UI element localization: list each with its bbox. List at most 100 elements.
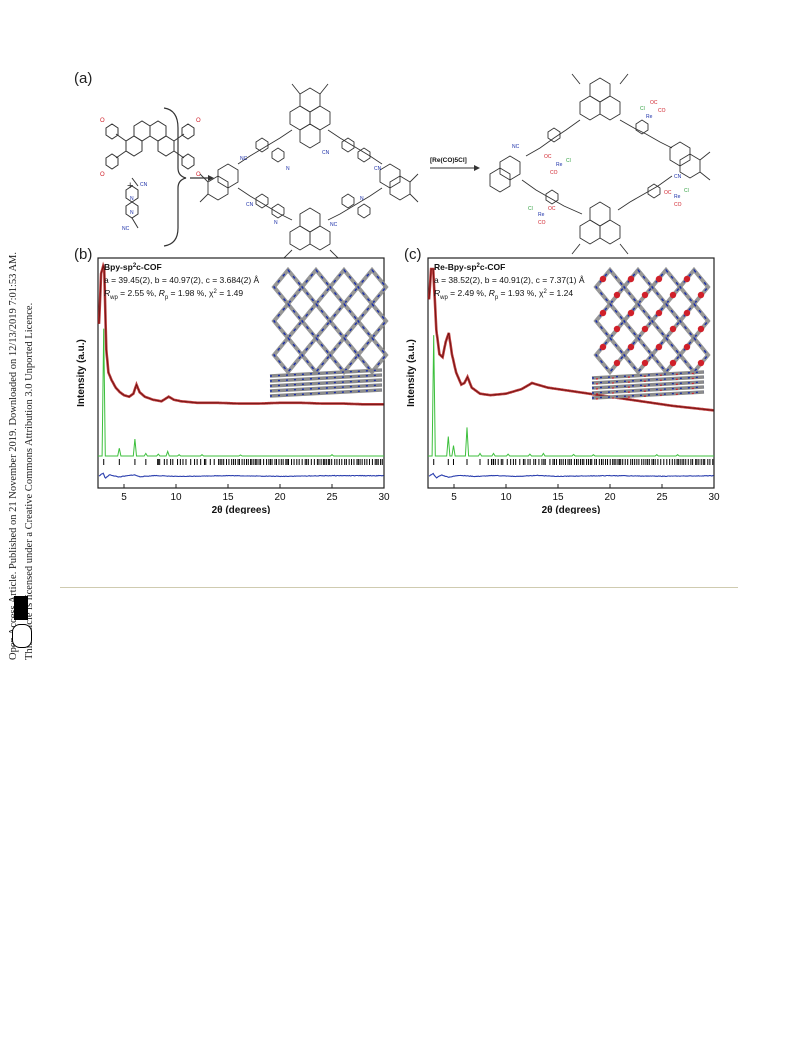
stacked-layer-nitrogen <box>269 389 383 397</box>
svg-text:NC: NC <box>240 156 248 162</box>
bipyridine-linker <box>125 177 139 229</box>
re-complex <box>683 343 691 351</box>
plus-sign: + <box>127 180 133 192</box>
nitrogen-sites <box>595 302 625 340</box>
svg-text:O: O <box>100 172 105 178</box>
x-tick-label: 20 <box>604 492 616 503</box>
re-complex <box>627 309 635 317</box>
svg-text:CN: CN <box>246 202 254 208</box>
refined-fit-line <box>98 264 384 405</box>
difference-curve <box>428 472 714 479</box>
svg-text:NC: NC <box>330 222 338 228</box>
pore-wall <box>593 300 627 342</box>
svg-text:OC: OC <box>664 190 672 196</box>
crystal-structure-illustration <box>593 266 711 376</box>
svg-text:CO: CO <box>550 170 558 176</box>
re-complex <box>669 325 677 333</box>
cc-by-badge[interactable] <box>8 596 36 648</box>
re-complex <box>655 309 663 317</box>
re-complex <box>683 309 691 317</box>
pore-wall <box>327 300 361 342</box>
nitrogen-sites <box>595 268 625 306</box>
pore-wall <box>677 334 711 376</box>
svg-text:OC: OC <box>650 100 658 106</box>
x-tick-label: 5 <box>121 492 127 503</box>
nitrogen-sites <box>651 268 681 306</box>
nitrogen-sites <box>623 302 653 340</box>
by-block <box>14 596 28 620</box>
re-bpy-cof-framework <box>489 73 711 255</box>
nitrogen-sites <box>357 302 387 340</box>
svg-text:CO: CO <box>658 108 666 114</box>
nitrogen-sites <box>301 268 331 306</box>
bpy-cof-framework <box>199 83 419 258</box>
svg-text:O: O <box>196 118 201 124</box>
stacked-layer-nitrogen <box>269 374 383 382</box>
svg-text:Re: Re <box>646 114 653 120</box>
pore-wall <box>621 266 655 308</box>
pore-wall <box>649 334 683 376</box>
svg-text:Re: Re <box>674 194 681 200</box>
panel-a-label: (a) <box>74 70 93 87</box>
x-tick-label: 15 <box>222 492 234 503</box>
stacked-layer-nitrogen <box>591 386 705 394</box>
nitrogen-sites <box>595 336 625 374</box>
stacked-layer-re <box>595 372 701 380</box>
x-tick-label: 30 <box>708 492 720 503</box>
pore-wall <box>299 300 333 342</box>
re-complex <box>641 359 649 367</box>
layer-stacking-view <box>591 370 705 400</box>
refined-fit-line <box>428 268 714 411</box>
nitrogen-sites <box>679 268 709 306</box>
pore-wall <box>355 300 389 342</box>
y-axis-label: Intensity (a.u.) <box>406 339 417 407</box>
x-axis-label: 2θ (degrees) <box>212 505 271 514</box>
nitrogen-sites <box>651 336 681 374</box>
nitrogen-sites <box>329 336 359 374</box>
simulated-pattern <box>428 335 714 457</box>
stacked-layer-re <box>595 382 701 390</box>
re-complex <box>627 275 635 283</box>
cof-title: Bpy-sp2c-COF <box>104 262 162 272</box>
svg-text:Cl: Cl <box>640 106 645 112</box>
re-complex <box>599 275 607 283</box>
cof-title: Re-Bpy-sp2c-COF <box>434 262 505 272</box>
cell-parameters: a = 38.52(2), b = 40.91(2), c = 7.37(1) … <box>434 275 585 285</box>
pore-wall <box>271 266 305 308</box>
plot-frame <box>97 257 385 489</box>
svg-text:O: O <box>100 118 105 124</box>
x-tick-label: 25 <box>326 492 338 503</box>
stacked-layer-nitrogen <box>269 379 383 387</box>
refinement-stats: Rwp = 2.49 %, Rp = 1.93 %, χ2 = 1.24 <box>434 288 573 301</box>
re-complex <box>599 309 607 317</box>
svg-text:O: O <box>196 172 201 178</box>
reagent-label: [Re(CO)5Cl] <box>430 157 467 164</box>
re-complex <box>613 291 621 299</box>
svg-text:N: N <box>130 196 134 202</box>
stacked-layer-nitrogen <box>591 381 705 389</box>
bragg-reflection-ticks <box>103 459 383 465</box>
re-complex <box>669 291 677 299</box>
nitrogen-sites <box>623 336 653 374</box>
nitrogen-sites <box>329 302 359 340</box>
pore-wall <box>649 300 683 342</box>
svg-text:CN: CN <box>140 182 148 188</box>
cc-icon <box>12 624 32 648</box>
plot-frame <box>427 257 715 489</box>
re-complex <box>669 359 677 367</box>
svg-text:N: N <box>286 166 290 172</box>
nitrogen-sites <box>273 268 303 306</box>
re-complex <box>697 325 705 333</box>
nitrogen-sites <box>651 302 681 340</box>
pore-wall <box>677 266 711 308</box>
pore-wall <box>649 266 683 308</box>
svg-text:Cl: Cl <box>528 206 533 212</box>
pore-wall <box>299 266 333 308</box>
re-complex <box>641 325 649 333</box>
nitrogen-sites <box>679 336 709 374</box>
refinement-stats: Rwp = 2.55 %, Rp = 1.98 %, χ2 = 1.49 <box>104 288 243 301</box>
svg-text:Re: Re <box>556 162 563 168</box>
stacked-layer-re <box>595 392 701 400</box>
svg-text:OC: OC <box>544 154 552 160</box>
re-complex <box>613 359 621 367</box>
